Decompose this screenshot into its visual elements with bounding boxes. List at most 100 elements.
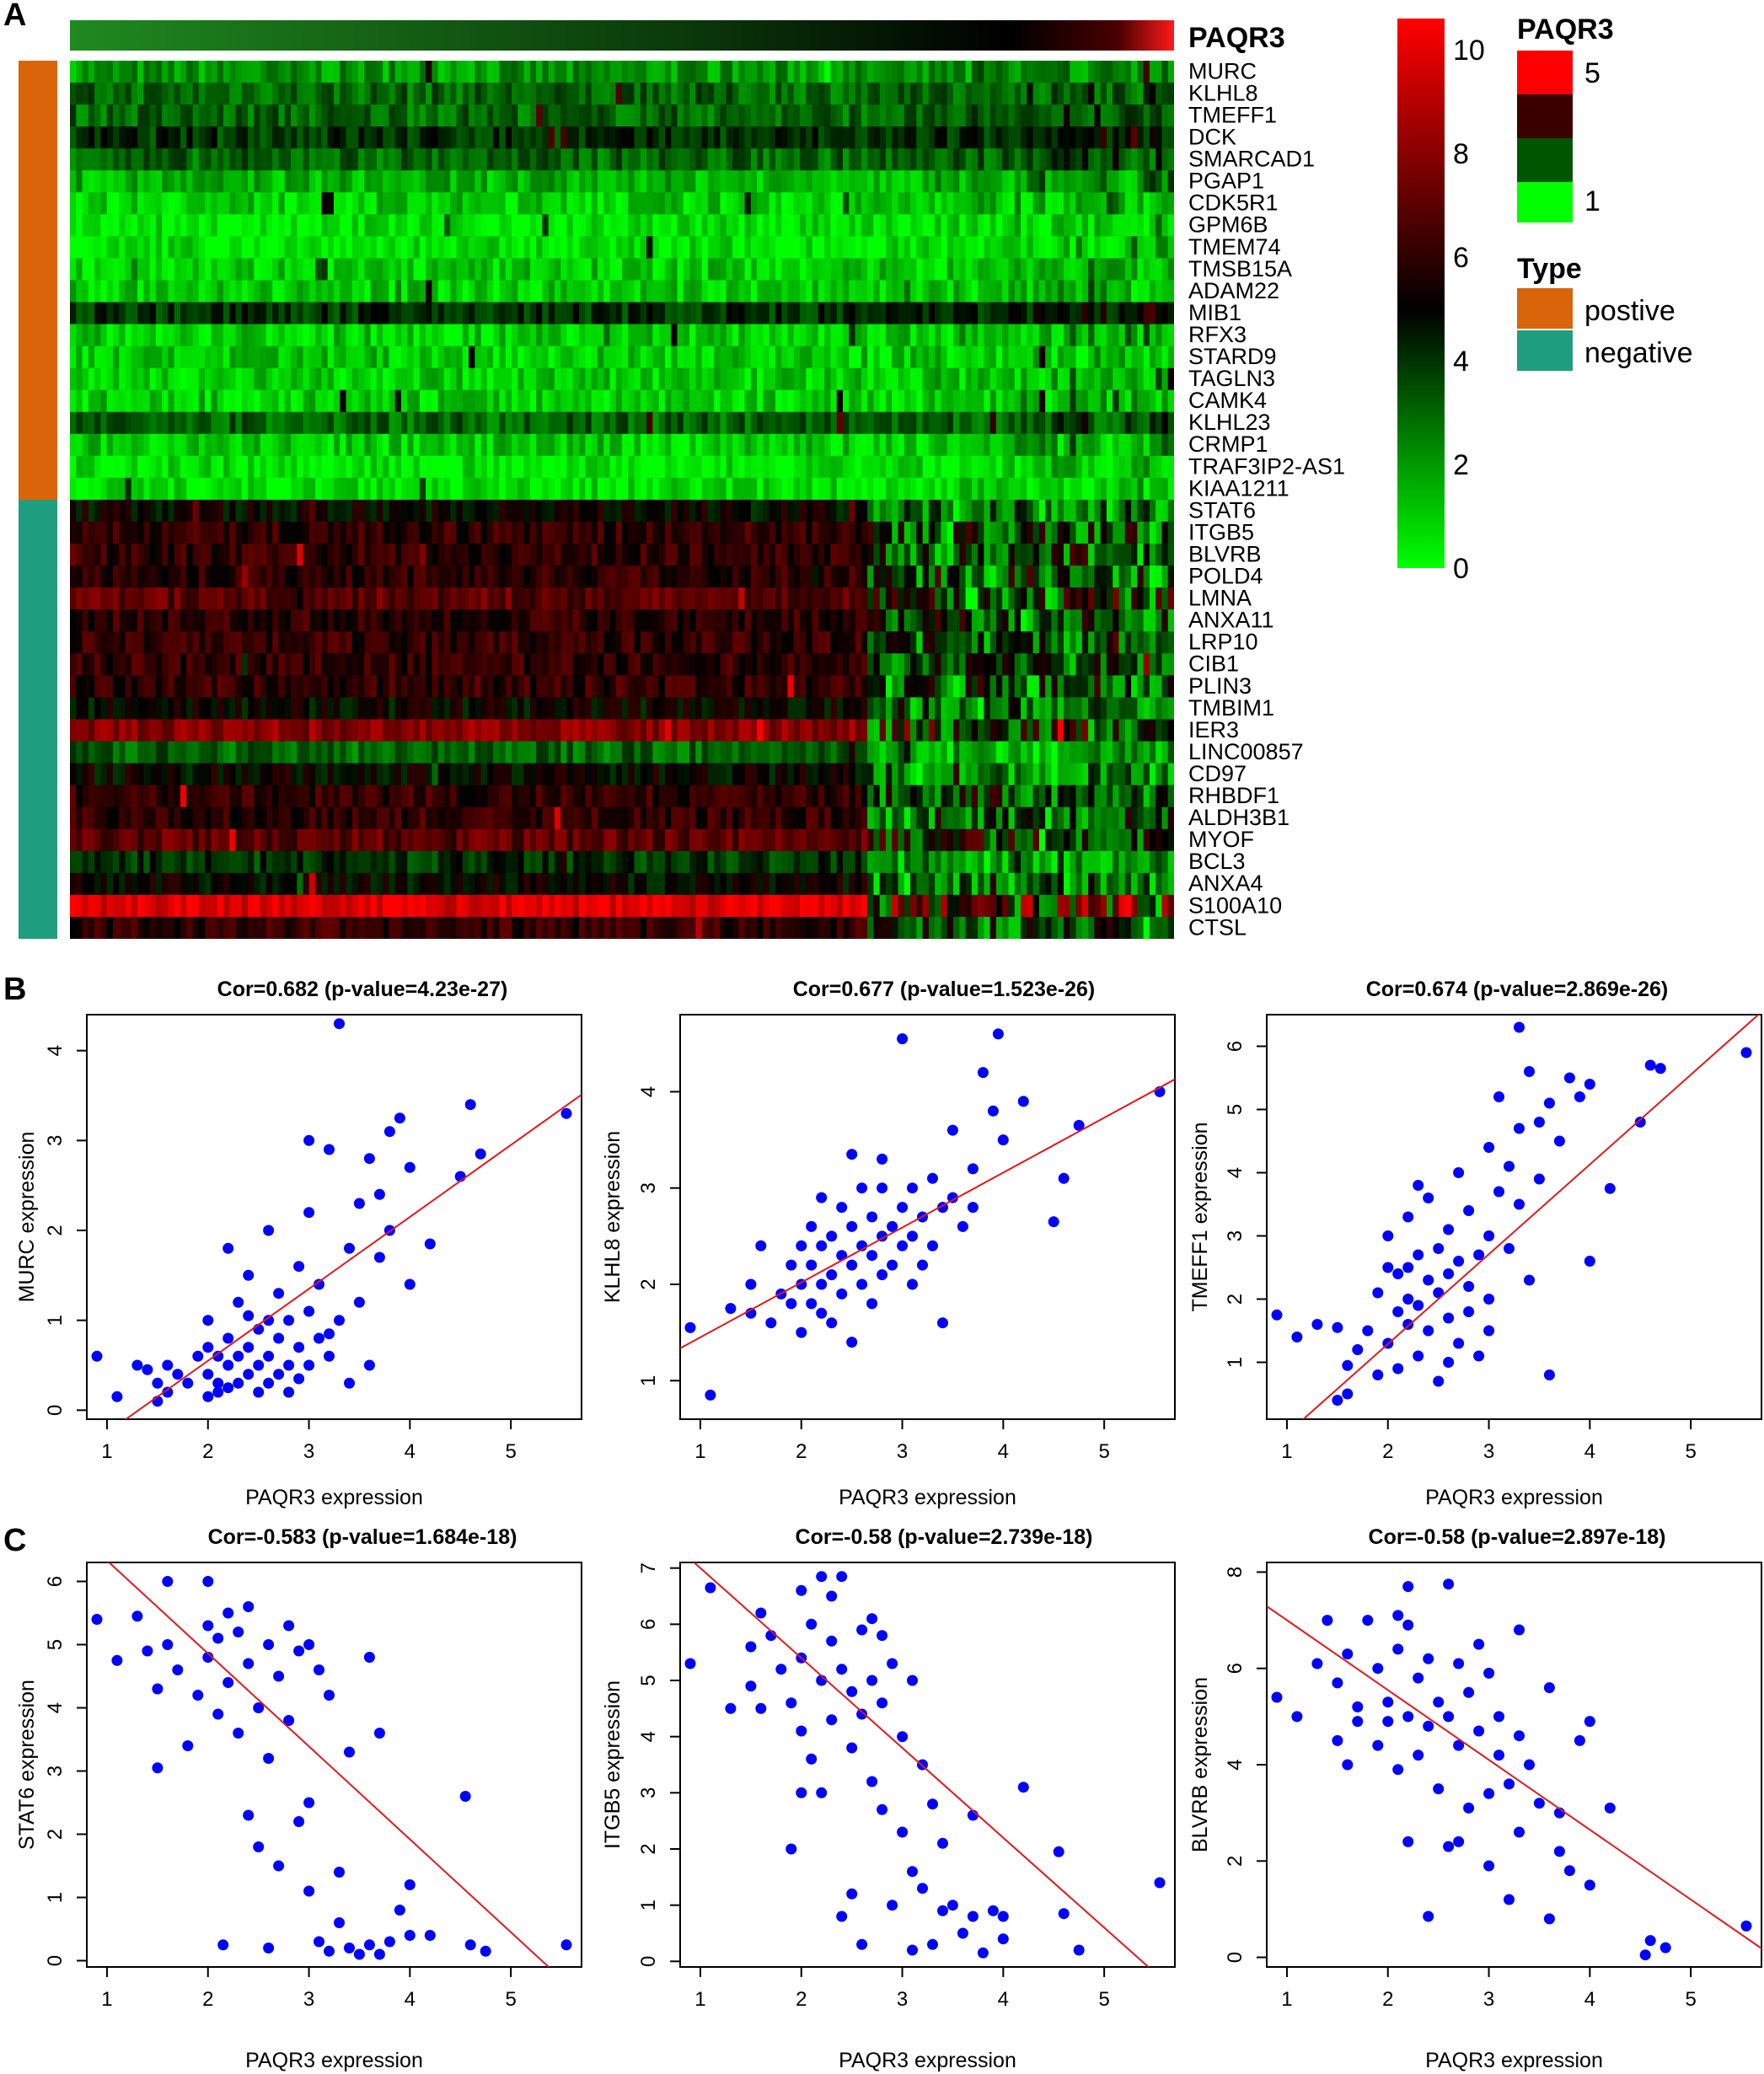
heatmap-cell bbox=[744, 522, 752, 544]
heatmap-cell bbox=[321, 258, 329, 281]
heatmap-cell bbox=[351, 126, 359, 149]
heatmap-cell bbox=[1051, 389, 1059, 413]
heatmap-cell bbox=[548, 433, 555, 457]
heatmap-cell bbox=[137, 214, 144, 237]
heatmap-cell bbox=[579, 367, 586, 391]
heatmap-cell bbox=[836, 214, 844, 237]
heatmap-cell bbox=[738, 346, 746, 369]
heatmap-cell bbox=[426, 258, 432, 281]
heatmap-cell bbox=[168, 258, 175, 281]
heatmap-cell bbox=[677, 236, 684, 260]
heatmap-cell bbox=[284, 214, 292, 237]
heatmap-cell bbox=[750, 236, 758, 260]
heatmap-cell bbox=[793, 565, 801, 588]
heatmap-cell bbox=[824, 587, 832, 610]
heatmap-cell bbox=[523, 587, 531, 610]
heatmap-cell bbox=[757, 214, 764, 237]
heatmap-cell bbox=[168, 346, 175, 369]
heatmap-cell bbox=[297, 522, 304, 544]
heatmap-cell bbox=[291, 236, 298, 260]
heatmap-cell bbox=[757, 61, 764, 83]
heatmap-cell bbox=[432, 389, 439, 413]
heatmap-cell bbox=[1027, 631, 1034, 654]
heatmap-cell bbox=[1027, 522, 1034, 544]
heatmap-cell bbox=[272, 653, 280, 676]
heatmap-cell bbox=[174, 302, 181, 325]
heatmap-cell bbox=[714, 236, 721, 260]
heatmap-cell bbox=[284, 500, 292, 523]
heatmap-cell bbox=[407, 455, 415, 479]
heatmap-cell bbox=[346, 631, 353, 654]
heatmap-cell bbox=[738, 83, 746, 105]
heatmap-cell bbox=[376, 433, 383, 457]
heatmap-cell bbox=[800, 389, 807, 413]
heatmap-cell bbox=[1038, 214, 1046, 237]
heatmap-cell bbox=[677, 214, 684, 237]
heatmap-cell bbox=[278, 148, 286, 171]
heatmap-cell bbox=[1038, 302, 1046, 325]
heatmap-cell bbox=[523, 609, 531, 632]
heatmap-cell bbox=[1100, 61, 1107, 83]
heatmap-cell bbox=[922, 367, 930, 391]
heatmap-cell bbox=[812, 433, 819, 457]
heatmap-cell bbox=[1137, 522, 1145, 544]
heatmap-cell bbox=[1002, 83, 1010, 105]
heatmap-cell bbox=[480, 280, 488, 303]
heatmap-cell bbox=[180, 170, 187, 193]
heatmap-cell bbox=[1118, 500, 1126, 523]
heatmap-cell bbox=[818, 170, 825, 193]
heatmap-cell bbox=[732, 236, 739, 260]
heatmap-cell bbox=[223, 192, 230, 215]
heatmap-cell bbox=[572, 389, 580, 413]
heatmap-cell bbox=[278, 522, 286, 544]
heatmap-cell bbox=[211, 346, 218, 369]
heatmap-cell bbox=[278, 258, 286, 281]
heatmap-cell bbox=[180, 302, 187, 325]
heatmap-cell bbox=[1155, 83, 1163, 105]
heatmap-cell bbox=[720, 500, 727, 523]
heatmap-cell bbox=[475, 411, 482, 435]
heatmap-cell bbox=[628, 500, 635, 523]
heatmap-cell bbox=[205, 61, 212, 83]
heatmap-cell bbox=[248, 83, 255, 105]
heatmap-cell bbox=[928, 324, 936, 347]
heatmap-cell bbox=[192, 170, 200, 193]
heatmap-cell bbox=[812, 565, 819, 588]
heatmap-cell bbox=[480, 126, 488, 149]
heatmap-cell bbox=[1088, 258, 1095, 281]
heatmap-cell bbox=[205, 236, 212, 260]
heatmap-cell bbox=[591, 653, 598, 676]
heatmap-cell bbox=[683, 544, 690, 566]
heatmap-cell bbox=[1131, 367, 1138, 391]
heatmap-cell bbox=[946, 522, 954, 544]
heatmap-cell bbox=[383, 61, 390, 83]
heatmap-cell bbox=[272, 544, 280, 566]
heatmap-cell bbox=[450, 455, 458, 479]
heatmap-cell bbox=[340, 522, 347, 544]
heatmap-cell bbox=[432, 346, 439, 369]
heatmap-cell bbox=[548, 61, 555, 83]
heatmap-cell bbox=[517, 302, 525, 325]
heatmap-cell bbox=[683, 389, 690, 413]
heatmap-cell bbox=[1075, 587, 1083, 610]
heatmap-cell bbox=[536, 214, 543, 237]
heatmap-cell bbox=[536, 367, 543, 391]
heatmap-cell bbox=[738, 236, 746, 260]
heatmap-cell bbox=[119, 324, 126, 347]
heatmap-cell bbox=[714, 302, 721, 325]
heatmap-cell bbox=[432, 522, 439, 544]
heatmap-cell bbox=[284, 587, 292, 610]
heatmap-cell bbox=[106, 105, 114, 127]
heatmap-cell bbox=[1161, 587, 1169, 610]
heatmap-cell bbox=[260, 500, 267, 523]
heatmap-cell bbox=[493, 565, 501, 588]
heatmap-cell bbox=[1070, 324, 1077, 347]
heatmap-cell bbox=[591, 324, 598, 347]
heatmap-cell bbox=[781, 653, 789, 676]
heatmap-cell bbox=[1137, 544, 1145, 566]
heatmap-cell bbox=[248, 324, 255, 347]
heatmap-cell bbox=[695, 631, 703, 654]
heatmap-cell bbox=[112, 477, 120, 501]
heatmap-cell bbox=[499, 411, 507, 435]
heatmap-cell bbox=[867, 280, 874, 303]
